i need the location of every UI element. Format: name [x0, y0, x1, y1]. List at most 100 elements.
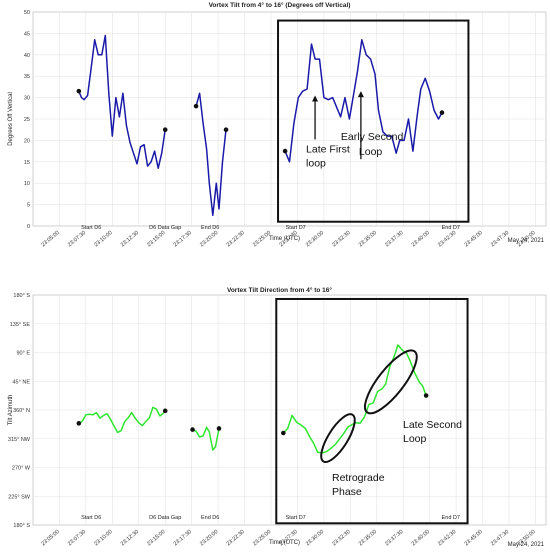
event-label: Start D6 — [81, 225, 101, 231]
data-marker — [439, 110, 445, 115]
event-label: End D6 — [201, 515, 219, 521]
annotation-ellipse — [320, 413, 356, 463]
x-tick-label: 23:40:00 — [411, 230, 431, 248]
x-tick-label: 23:32:30 — [331, 230, 351, 248]
x-tick-label: 23:05:00 — [40, 230, 60, 248]
highlight-box — [275, 297, 469, 525]
annotation-text: Phase — [332, 486, 362, 498]
x-tick-label: 23:37:30 — [384, 529, 404, 547]
x-tick-label: 23:20:00 — [199, 529, 219, 547]
y-tick-label: 35 — [24, 74, 30, 80]
annotation-text: Early Second — [341, 131, 404, 143]
annotation-text: Late First — [306, 143, 350, 155]
x-tick-label: 23:20:00 — [199, 230, 219, 248]
y-tick-label: 40 — [24, 53, 30, 59]
data-marker — [162, 408, 168, 414]
y-tick-label: 15 — [24, 160, 30, 166]
data-marker — [193, 103, 199, 109]
x-tick-label: 23:22:30 — [226, 529, 246, 547]
data-marker — [76, 88, 82, 94]
y-tick-label: 10 — [24, 181, 30, 187]
series-line — [284, 39, 443, 163]
series-line — [78, 406, 166, 434]
y-tick-label: 45 — [24, 31, 30, 37]
x-tick-label: 23:35:00 — [358, 230, 378, 248]
y-axis-label: Degrees Off Vertical — [8, 92, 14, 146]
x-tick-label: 23:17:30 — [173, 230, 193, 248]
x-tick-label: 23:30:00 — [305, 230, 325, 248]
y-tick-label: 180° S — [13, 293, 30, 299]
x-tick-label: 23:10:00 — [93, 529, 113, 547]
y-tick-label: 50 — [24, 10, 30, 16]
annotation-ellipse — [364, 349, 418, 415]
y-tick-label: 5 — [27, 203, 30, 209]
annotation-text: Loop — [403, 433, 427, 445]
x-tick-label: 23:45:00 — [464, 230, 484, 248]
event-label: Start D6 — [81, 515, 101, 521]
event-label: D6 Data Gap — [149, 515, 181, 521]
x-tick-label: 23:37:30 — [384, 230, 404, 248]
y-tick-label: 25 — [24, 117, 30, 123]
x-tick-label: 23:42:30 — [437, 529, 457, 547]
x-tick-label: 23:30:00 — [305, 529, 325, 547]
annotation-text: loop — [306, 157, 326, 169]
y-tick-label: 0 — [27, 224, 30, 230]
y-tick-label: 180° S — [13, 523, 30, 529]
x-tick-label: 23:35:00 — [358, 529, 378, 547]
x-axis-label: Time (UTC) — [269, 236, 300, 242]
data-marker — [162, 127, 168, 132]
y-tick-label: 135° SE — [10, 322, 31, 328]
series-line — [78, 34, 166, 169]
chart-title: Vortex Tilt Direction from 4° to 16° — [227, 286, 332, 294]
data-marker — [282, 148, 288, 154]
annotation-text: Loop — [359, 146, 383, 158]
series-line — [282, 344, 427, 454]
y-tick-label: 315° NW — [8, 437, 31, 443]
x-tick-label: 23:45:00 — [464, 529, 484, 547]
x-axis-label: Time (UTC) — [269, 540, 300, 546]
highlight-box — [277, 19, 470, 223]
y-axis-label: Tilt Azimuth — [8, 395, 14, 426]
date-label: May 24, 2021 — [508, 238, 545, 244]
data-marker — [190, 427, 195, 432]
y-tick-label: 90° E — [16, 351, 30, 357]
x-tick-label: 23:05:00 — [40, 529, 60, 547]
arrow-head — [312, 95, 319, 102]
annotation-text: Retrograde — [332, 472, 385, 484]
data-marker — [76, 421, 82, 426]
x-tick-label: 23:40:00 — [411, 529, 431, 547]
series-line — [192, 426, 220, 451]
direction-panel: Vortex Tilt Direction from 4° to 16° 180°… — [8, 286, 547, 548]
tilt-panel: Vortex Tilt from 4° to 16° (Degrees off … — [8, 1, 547, 248]
x-tick-label: 23:15:00 — [146, 230, 166, 248]
arrow-head — [357, 91, 364, 98]
event-label: End D7 — [442, 515, 460, 521]
x-tick-label: 23:42:30 — [437, 230, 457, 248]
x-tick-label: 23:07:30 — [67, 529, 87, 547]
x-tick-label: 23:10:00 — [93, 230, 113, 248]
y-tick-label: 30 — [24, 96, 30, 102]
data-marker — [216, 426, 222, 431]
annotation-text: Late Second — [403, 419, 462, 431]
data-marker — [423, 393, 429, 398]
series-line — [195, 92, 227, 217]
y-tick-label: 225° SW — [8, 494, 31, 500]
x-tick-label: 23:12:30 — [120, 230, 140, 248]
event-label: Start D7 — [286, 225, 306, 231]
x-tick-label: 23:15:00 — [146, 529, 166, 547]
date-label: May 24, 2021 — [508, 542, 545, 548]
y-tick-label: 20 — [24, 138, 30, 144]
data-marker — [281, 430, 286, 436]
x-tick-label: 23:22:30 — [226, 230, 246, 248]
event-label: End D7 — [442, 225, 460, 231]
event-label: D6 Data Gap — [149, 225, 181, 231]
y-tick-label: 45° NE — [13, 379, 31, 385]
x-tick-label: 23:32:30 — [331, 529, 351, 547]
y-tick-label: 360° N — [13, 408, 30, 414]
x-tick-label: 23:07:30 — [67, 230, 87, 248]
data-marker — [223, 127, 229, 132]
chart-title: Vortex Tilt from 4° to 16° (Degrees off … — [209, 1, 351, 9]
y-tick-label: 270° W — [12, 466, 31, 472]
x-tick-label: 23:17:30 — [173, 529, 193, 547]
